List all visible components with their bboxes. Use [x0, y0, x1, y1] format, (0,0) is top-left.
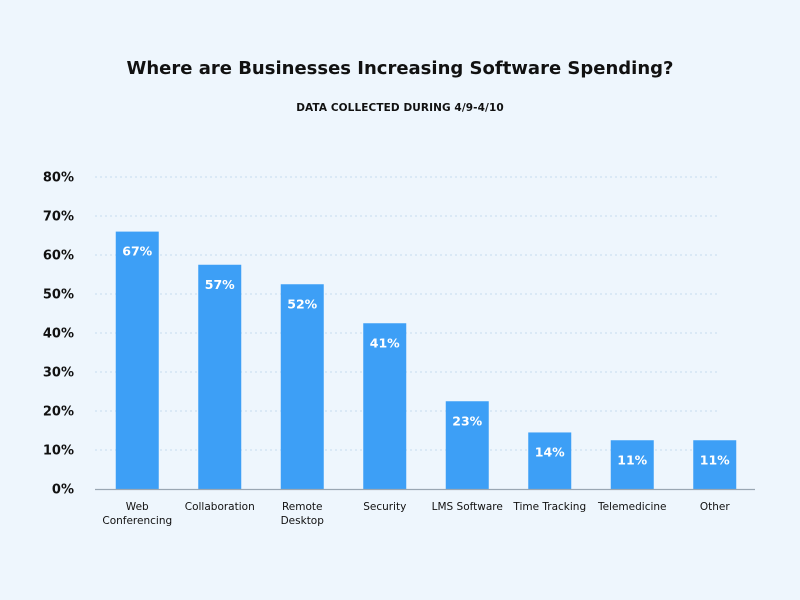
bar	[528, 432, 572, 489]
bar	[198, 264, 242, 489]
y-tick-label: 70%	[43, 210, 74, 225]
chart-title: Where are Businesses Increasing Software…	[126, 58, 674, 79]
bar-value-label: 11%	[617, 452, 647, 467]
gridlines	[95, 176, 720, 451]
y-tick-label: 80%	[43, 171, 74, 186]
bar	[445, 401, 489, 489]
bar	[280, 284, 324, 489]
bar-value-label: 67%	[122, 244, 152, 259]
bar-value-label: 23%	[452, 413, 482, 428]
bar-value-label: 52%	[287, 296, 317, 311]
bar-value-label: 41%	[370, 335, 400, 350]
bar	[693, 440, 737, 489]
bars: 67% 57% 52% 41% 23% 14% 11% 11%	[115, 231, 737, 489]
bar	[363, 323, 407, 489]
y-tick-label: 40%	[43, 327, 74, 342]
x-category-label: Collaboration	[185, 501, 255, 513]
bar-value-label: 57%	[205, 277, 235, 292]
y-tick-label: 10%	[43, 444, 74, 459]
x-category-label: LMS Software	[432, 501, 503, 513]
x-axis-labels: Web Conferencing Collaboration Remote Deskto…	[102, 501, 730, 527]
bar-value-label: 14%	[535, 444, 565, 459]
x-category-label: Web	[126, 501, 149, 513]
x-category-label: Telemedicine	[597, 501, 667, 513]
y-tick-label: 20%	[43, 405, 74, 420]
y-tick-label: 50%	[43, 288, 74, 303]
bar	[115, 231, 159, 489]
bar-value-label: 11%	[700, 452, 730, 467]
bar	[610, 440, 654, 489]
chart-subtitle: DATA COLLECTED DURING 4/9-4/10	[296, 102, 504, 114]
y-axis-ticks: 0% 10% 20% 30% 40% 50% 60% 70% 80%	[43, 171, 74, 498]
y-tick-label: 0%	[52, 483, 74, 498]
x-category-label: Security	[363, 501, 406, 513]
x-category-label: Desktop	[281, 515, 325, 527]
x-category-label: Remote	[282, 501, 323, 513]
x-category-label: Other	[700, 501, 730, 513]
x-category-label: Conferencing	[102, 515, 172, 527]
y-tick-label: 30%	[43, 366, 74, 381]
x-category-label: Time Tracking	[512, 501, 586, 513]
y-tick-label: 60%	[43, 249, 74, 264]
